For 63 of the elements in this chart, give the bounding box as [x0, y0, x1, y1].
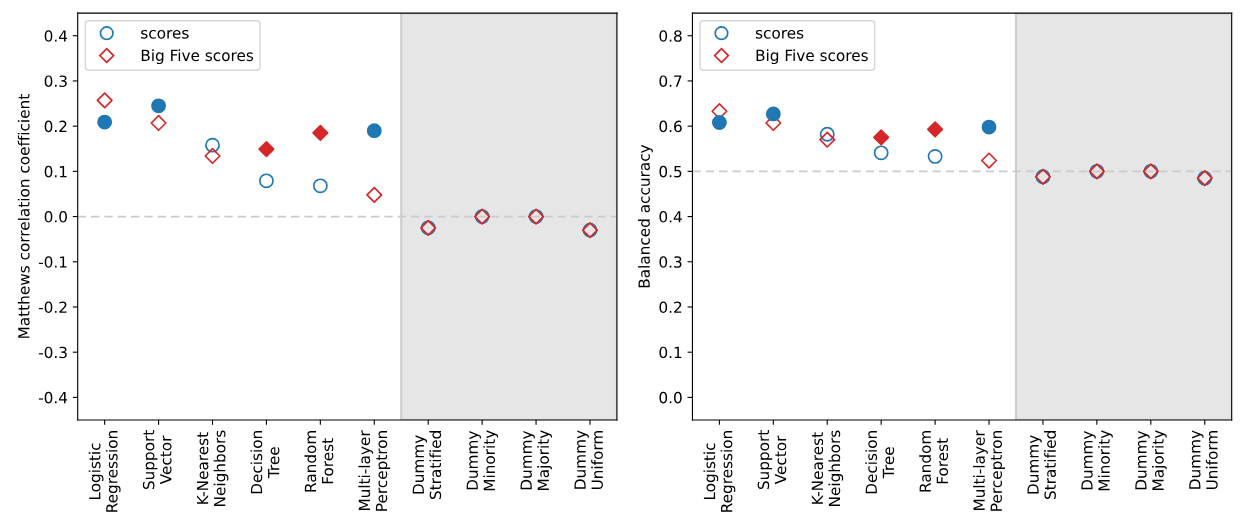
y-tick-label: 0.4: [44, 30, 68, 42]
point: [96, 92, 113, 109]
x-tick-label: Support Vector: [142, 430, 172, 490]
y-tick-label: 0.7: [659, 75, 682, 87]
y-tick-label: -0.2: [38, 301, 67, 313]
point: [711, 115, 727, 130]
x-tick-label: Dummy Stratified: [1027, 431, 1056, 499]
y-tick-label: 0.0: [44, 211, 67, 223]
legend-label: scores: [755, 29, 804, 39]
legend-label: scores: [141, 29, 189, 39]
x-tick-label: Dummy Uniform: [1189, 430, 1218, 490]
point: [980, 152, 998, 169]
y-tick-label: -0.1: [38, 256, 67, 268]
x-tick-label: Support Vector: [757, 430, 787, 490]
x-tick-label: Dummy Stratified: [412, 431, 442, 499]
x-tick-label: Dummy Majority: [1135, 430, 1167, 490]
point: [258, 141, 275, 158]
point: [765, 106, 781, 122]
x-tick-label: Dummy Minority: [1081, 430, 1113, 491]
point: [151, 98, 166, 114]
y-tick-label: 0.4: [659, 211, 682, 223]
y-tick-label: 0.2: [44, 120, 67, 133]
y-tick-label: -0.3: [38, 346, 67, 359]
point: [259, 173, 274, 189]
x-tick-label: K-Nearest Neighbors: [197, 430, 229, 506]
legend-label: Big Five scores: [141, 49, 254, 65]
y-axis-title: Matthews correlation coefficient: [17, 94, 30, 338]
point: [366, 123, 382, 139]
y-tick-label: 0.8: [659, 30, 682, 42]
y-tick-label: 0.1: [659, 346, 682, 359]
x-tick-label: Decision Tree: [250, 431, 280, 494]
y-tick-label: 0.3: [44, 75, 67, 87]
point: [150, 114, 167, 132]
y-axis-title: Balanced accuracy: [638, 144, 653, 288]
point: [204, 147, 221, 165]
point: [205, 137, 220, 153]
point: [97, 114, 113, 130]
point: [312, 124, 329, 142]
x-tick-label: Dummy Minority: [466, 430, 499, 491]
y-tick-label: 0.6: [659, 120, 682, 133]
y-tick-label: -0.4: [38, 391, 68, 404]
legend-label: Big Five scores: [756, 49, 868, 65]
x-tick-label: Multi-layer Perceptron: [358, 430, 391, 511]
y-tick-label: 0.3: [659, 256, 682, 268]
point: [873, 129, 890, 146]
x-tick-label: Decision Tree: [865, 431, 895, 494]
y-tick-label: 0.5: [659, 165, 682, 178]
point: [312, 178, 328, 194]
point: [366, 186, 383, 203]
y-tick-label: 0.1: [44, 165, 67, 178]
x-tick-label: Multi-layer Perceptron: [973, 430, 1005, 511]
x-tick-label: Dummy Uniform: [574, 430, 603, 490]
point: [926, 121, 944, 138]
y-tick-label: 0.0: [659, 391, 682, 404]
x-tick-label: Logistic Regression: [88, 431, 121, 512]
x-tick-label: K-Nearest Neighbors: [811, 430, 844, 506]
x-tick-label: Logistic Regression: [703, 431, 736, 512]
y-tick-label: 0.2: [659, 301, 682, 313]
x-tick-label: Random Forest: [304, 431, 334, 492]
point: [819, 131, 836, 148]
x-tick-label: Dummy Majority: [520, 430, 552, 490]
x-tick-label: Random Forest: [919, 431, 949, 492]
point: [981, 119, 997, 135]
